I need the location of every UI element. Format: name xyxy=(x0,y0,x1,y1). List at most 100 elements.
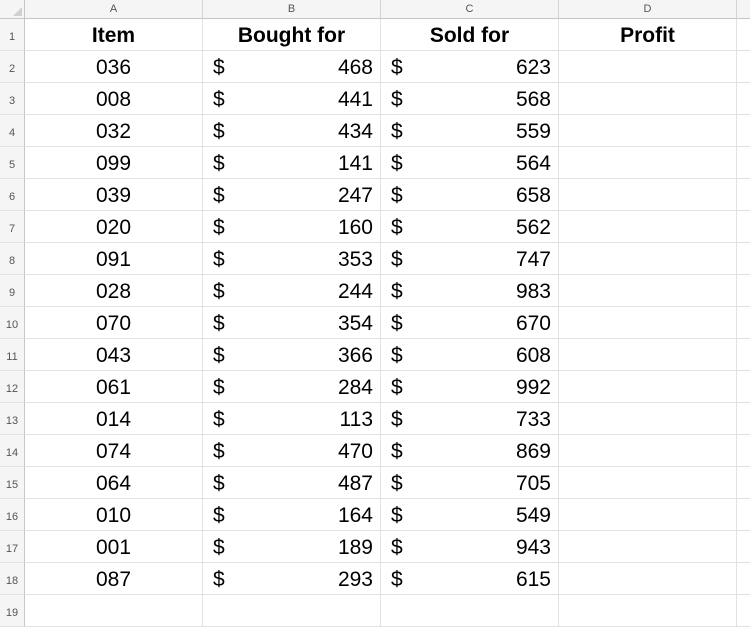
empty-cell[interactable] xyxy=(737,531,750,563)
row-header-19[interactable]: 19 xyxy=(0,595,25,627)
select-all-button[interactable] xyxy=(0,0,25,19)
item-cell[interactable]: 099 xyxy=(25,147,203,179)
item-cell[interactable]: 074 xyxy=(25,435,203,467)
empty-cell[interactable] xyxy=(559,595,737,627)
row-header-18[interactable]: 18 xyxy=(0,563,25,595)
bought-cell[interactable]: $468 xyxy=(203,51,381,83)
sold-cell[interactable]: $549 xyxy=(381,499,559,531)
bought-cell[interactable]: $164 xyxy=(203,499,381,531)
empty-cell[interactable] xyxy=(737,307,750,339)
bought-cell[interactable]: $141 xyxy=(203,147,381,179)
bought-cell[interactable]: $113 xyxy=(203,403,381,435)
empty-cell[interactable] xyxy=(737,563,750,595)
profit-cell[interactable] xyxy=(559,371,737,403)
header-cell-profit[interactable]: Profit xyxy=(559,19,737,51)
column-header-b[interactable]: B xyxy=(203,0,381,19)
sold-cell[interactable]: $983 xyxy=(381,275,559,307)
bought-cell[interactable]: $160 xyxy=(203,211,381,243)
profit-cell[interactable] xyxy=(559,339,737,371)
header-cell-sold[interactable]: Sold for xyxy=(381,19,559,51)
item-cell[interactable]: 039 xyxy=(25,179,203,211)
empty-cell[interactable] xyxy=(737,83,750,115)
empty-cell[interactable] xyxy=(737,51,750,83)
empty-cell[interactable] xyxy=(737,435,750,467)
header-cell-bought[interactable]: Bought for xyxy=(203,19,381,51)
profit-cell[interactable] xyxy=(559,307,737,339)
item-cell[interactable]: 064 xyxy=(25,467,203,499)
row-header-4[interactable]: 4 xyxy=(0,115,25,147)
item-cell[interactable]: 020 xyxy=(25,211,203,243)
profit-cell[interactable] xyxy=(559,83,737,115)
sold-cell[interactable]: $658 xyxy=(381,179,559,211)
column-header-c[interactable]: C xyxy=(381,0,559,19)
row-header-13[interactable]: 13 xyxy=(0,403,25,435)
bought-cell[interactable]: $487 xyxy=(203,467,381,499)
empty-cell[interactable] xyxy=(25,595,203,627)
row-header-5[interactable]: 5 xyxy=(0,147,25,179)
sold-cell[interactable]: $670 xyxy=(381,307,559,339)
bought-cell[interactable]: $293 xyxy=(203,563,381,595)
sold-cell[interactable]: $747 xyxy=(381,243,559,275)
empty-cell[interactable] xyxy=(737,595,750,627)
empty-cell[interactable] xyxy=(737,19,750,51)
item-cell[interactable]: 008 xyxy=(25,83,203,115)
profit-cell[interactable] xyxy=(559,563,737,595)
empty-cell[interactable] xyxy=(737,179,750,211)
row-header-9[interactable]: 9 xyxy=(0,275,25,307)
empty-cell[interactable] xyxy=(737,275,750,307)
sold-cell[interactable]: $733 xyxy=(381,403,559,435)
profit-cell[interactable] xyxy=(559,211,737,243)
profit-cell[interactable] xyxy=(559,435,737,467)
item-cell[interactable]: 043 xyxy=(25,339,203,371)
bought-cell[interactable]: $470 xyxy=(203,435,381,467)
sold-cell[interactable]: $943 xyxy=(381,531,559,563)
sold-cell[interactable]: $869 xyxy=(381,435,559,467)
row-header-8[interactable]: 8 xyxy=(0,243,25,275)
row-header-2[interactable]: 2 xyxy=(0,51,25,83)
profit-cell[interactable] xyxy=(559,179,737,211)
sold-cell[interactable]: $562 xyxy=(381,211,559,243)
empty-cell[interactable] xyxy=(737,403,750,435)
empty-cell[interactable] xyxy=(737,339,750,371)
bought-cell[interactable]: $189 xyxy=(203,531,381,563)
bought-cell[interactable]: $354 xyxy=(203,307,381,339)
sold-cell[interactable]: $559 xyxy=(381,115,559,147)
empty-cell[interactable] xyxy=(737,371,750,403)
bought-cell[interactable]: $434 xyxy=(203,115,381,147)
row-header-12[interactable]: 12 xyxy=(0,371,25,403)
item-cell[interactable]: 036 xyxy=(25,51,203,83)
profit-cell[interactable] xyxy=(559,467,737,499)
row-header-17[interactable]: 17 xyxy=(0,531,25,563)
item-cell[interactable]: 032 xyxy=(25,115,203,147)
profit-cell[interactable] xyxy=(559,275,737,307)
item-cell[interactable]: 091 xyxy=(25,243,203,275)
profit-cell[interactable] xyxy=(559,531,737,563)
empty-cell[interactable] xyxy=(737,499,750,531)
item-cell[interactable]: 010 xyxy=(25,499,203,531)
profit-cell[interactable] xyxy=(559,51,737,83)
empty-cell[interactable] xyxy=(737,467,750,499)
sold-cell[interactable]: $608 xyxy=(381,339,559,371)
item-cell[interactable]: 087 xyxy=(25,563,203,595)
row-header-6[interactable]: 6 xyxy=(0,179,25,211)
bought-cell[interactable]: $353 xyxy=(203,243,381,275)
profit-cell[interactable] xyxy=(559,403,737,435)
item-cell[interactable]: 001 xyxy=(25,531,203,563)
sold-cell[interactable]: $992 xyxy=(381,371,559,403)
profit-cell[interactable] xyxy=(559,243,737,275)
row-header-11[interactable]: 11 xyxy=(0,339,25,371)
empty-cell[interactable] xyxy=(381,595,559,627)
row-header-3[interactable]: 3 xyxy=(0,83,25,115)
empty-cell[interactable] xyxy=(203,595,381,627)
row-header-1[interactable]: 1 xyxy=(0,19,25,51)
sold-cell[interactable]: $615 xyxy=(381,563,559,595)
bought-cell[interactable]: $284 xyxy=(203,371,381,403)
sold-cell[interactable]: $623 xyxy=(381,51,559,83)
column-header-a[interactable]: A xyxy=(25,0,203,19)
bought-cell[interactable]: $247 xyxy=(203,179,381,211)
profit-cell[interactable] xyxy=(559,499,737,531)
row-header-7[interactable]: 7 xyxy=(0,211,25,243)
empty-cell[interactable] xyxy=(737,147,750,179)
row-header-15[interactable]: 15 xyxy=(0,467,25,499)
row-header-16[interactable]: 16 xyxy=(0,499,25,531)
